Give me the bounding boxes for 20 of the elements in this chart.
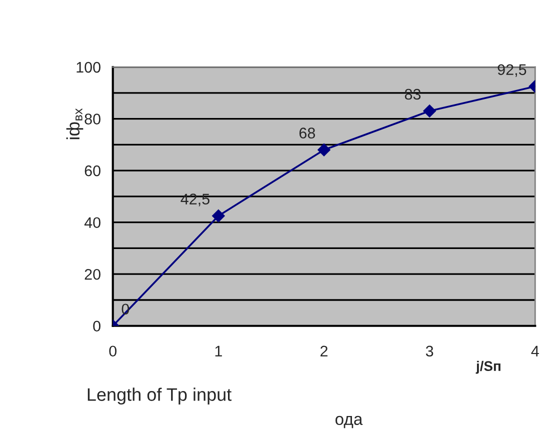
text: ода: [336, 416, 363, 428]
x-tick-label: 3: [426, 346, 434, 357]
x-tick-label: 0: [109, 346, 117, 357]
y-axis-title: iф$_{вх}$: [66, 108, 84, 140]
y-tick-label: 20: [84, 268, 100, 280]
x-tick-label: 4: [531, 346, 539, 356]
text: Length of Tp input: [88, 388, 232, 405]
data-label: 92,5: [498, 64, 526, 77]
y-tick-label: 60: [84, 165, 100, 176]
y-tick-label: 80: [84, 114, 100, 124]
x-tick-label: 2: [320, 346, 328, 356]
point: [212, 209, 225, 222]
y-tick-label: 40: [84, 217, 100, 228]
point: [423, 104, 436, 118]
y-tick-label: 100: [76, 62, 100, 73]
data-label: 68: [299, 128, 316, 138]
y-tick-label: 0: [93, 320, 100, 332]
x-tick-label: 1: [215, 346, 222, 356]
point: [318, 143, 330, 156]
x-axis-title: j/Sп: [476, 360, 500, 374]
